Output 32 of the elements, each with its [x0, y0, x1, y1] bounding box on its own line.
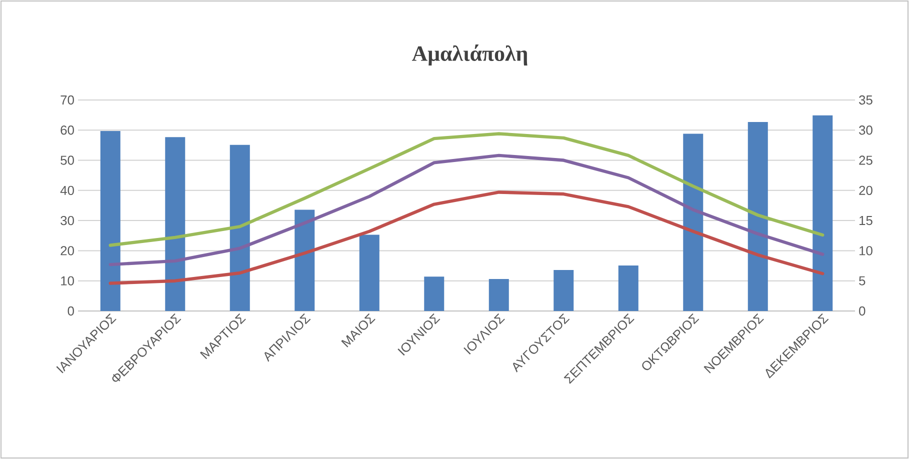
bar: [488, 279, 509, 311]
bar: [554, 270, 574, 311]
line-series: [108, 190, 824, 285]
bar: [812, 115, 833, 311]
bar: [230, 144, 250, 311]
y2-tick-label: 0: [859, 306, 866, 316]
bar: [100, 131, 120, 311]
chart-title: Αμαλιάπολη: [412, 44, 528, 66]
y2-tick-label: 35: [859, 95, 872, 105]
bar: [683, 134, 704, 311]
line-series: [108, 132, 824, 247]
bar: [359, 234, 380, 311]
y2-tick-label: 5: [859, 276, 866, 286]
y-tick-label: 50: [60, 156, 74, 165]
y2-tick-label: 25: [859, 156, 872, 165]
bar: [294, 210, 315, 311]
y-tick-label: 40: [60, 186, 74, 195]
y2-tick-label: 20: [859, 186, 872, 195]
y2-tick-label: 15: [860, 216, 872, 226]
bar: [618, 265, 638, 311]
y-tick-label: 30: [60, 216, 74, 226]
y2-tick-label: 10: [860, 246, 872, 256]
line-series: [108, 154, 824, 266]
y2-tick-label: 30: [859, 126, 872, 135]
y-tick-label: 70: [60, 95, 74, 105]
y-tick-label: 0: [68, 306, 74, 316]
bar: [165, 137, 186, 311]
y-tick-label: 60: [60, 126, 74, 135]
bar: [424, 276, 444, 311]
y-tick-label: 20: [60, 246, 74, 256]
y-tick-label: 10: [61, 276, 74, 286]
bar: [748, 122, 768, 311]
